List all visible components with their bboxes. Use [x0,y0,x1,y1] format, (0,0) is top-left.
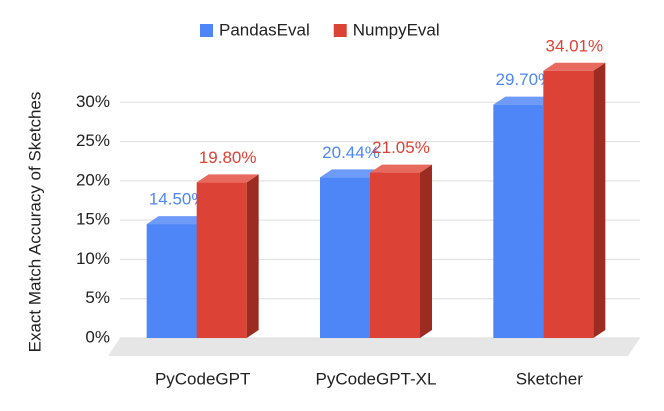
y-tick-label: 10% [76,249,110,268]
bar [320,177,370,338]
value-label: 20.44% [322,143,380,162]
bar-side [246,174,259,338]
x-tick-label: PyCodeGPT-XL [316,369,437,388]
bar [543,70,594,339]
y-tick-label: 15% [76,210,110,229]
y-tick-label: 30% [76,92,110,111]
bar-top [493,96,556,105]
y-axis-title: Exact Match Accuracy of Sketches [25,92,44,353]
legend-swatch [200,24,213,37]
bar [146,224,197,338]
floor [108,338,640,356]
value-label: 34.01% [545,36,603,55]
bar [196,182,247,338]
bar-side [420,164,432,338]
y-tick-label: 25% [76,131,110,150]
bar [370,172,420,338]
bar-top [370,164,432,173]
y-tick-label: 20% [76,170,110,189]
legend-label: NumpyEval [353,20,440,39]
legend-label: PandasEval [219,20,310,39]
value-label: 19.80% [199,148,257,167]
x-tick-label: PyCodeGPT [155,369,250,388]
bar-side [593,62,606,339]
bar-top [146,216,209,225]
y-tick-label: 0% [85,327,110,346]
value-label: 29.70% [495,70,553,89]
x-tick-label: Sketcher [516,369,583,388]
y-tick-label: 5% [85,288,110,307]
value-label: 14.50% [149,190,207,209]
bar [493,104,544,339]
bar-top [543,62,606,71]
legend-swatch [333,24,347,37]
bar-top [320,169,382,178]
value-label: 21.05% [372,138,430,157]
bar-top [196,174,259,183]
